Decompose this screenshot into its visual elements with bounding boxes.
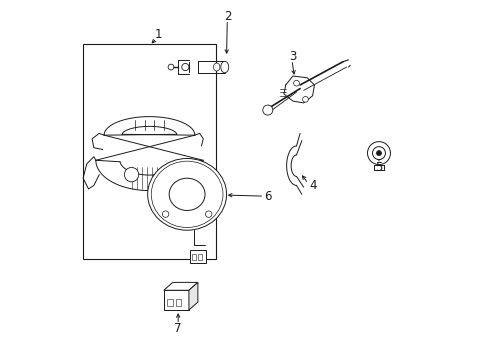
Text: 1: 1	[154, 28, 162, 41]
Ellipse shape	[169, 178, 204, 211]
Text: 3: 3	[288, 50, 296, 63]
Circle shape	[182, 63, 188, 71]
Bar	[197, 254, 202, 260]
Text: 4: 4	[308, 179, 316, 192]
Circle shape	[205, 211, 211, 217]
Bar	[167, 299, 173, 306]
Circle shape	[162, 211, 168, 217]
Polygon shape	[188, 282, 198, 310]
Circle shape	[367, 141, 389, 165]
Text: 7: 7	[174, 322, 182, 335]
Ellipse shape	[151, 161, 223, 228]
Text: 5: 5	[374, 161, 382, 174]
Circle shape	[372, 147, 385, 159]
Circle shape	[302, 96, 308, 102]
Circle shape	[124, 167, 139, 182]
Bar	[189, 250, 205, 263]
Text: 6: 6	[264, 190, 271, 203]
Circle shape	[168, 64, 174, 70]
Bar	[163, 290, 188, 310]
Ellipse shape	[213, 63, 220, 71]
Circle shape	[262, 105, 272, 115]
Bar	[175, 299, 181, 306]
Ellipse shape	[147, 158, 226, 230]
Polygon shape	[163, 282, 198, 290]
Circle shape	[376, 150, 381, 156]
Bar	[191, 254, 196, 260]
Text: 2: 2	[224, 10, 232, 23]
Circle shape	[293, 80, 299, 86]
Bar	[83, 44, 215, 259]
Ellipse shape	[221, 61, 228, 73]
